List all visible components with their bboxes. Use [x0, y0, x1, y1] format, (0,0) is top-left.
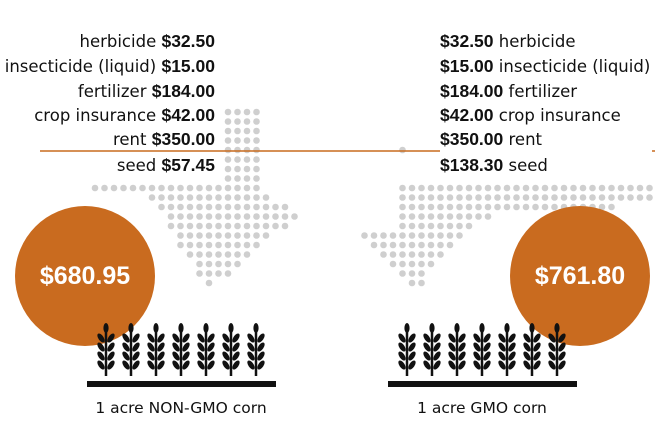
cost-row-herbicide: $32.50 herbicide [440, 29, 576, 53]
total-circle-non-gmo [15, 206, 155, 346]
wheat-stalk-icon [222, 323, 240, 376]
cost-amount: $42.00 [161, 105, 215, 125]
cost-amount: $184.00 [151, 81, 215, 101]
cost-amount: $138.30 [440, 155, 504, 175]
cost-amount: $32.50 [161, 31, 215, 51]
wheat-stalk-icon [448, 323, 466, 376]
caption-non-gmo: 1 acre NON-GMO corn [95, 399, 267, 417]
cost-label: fertilizer [77, 82, 147, 101]
wheat-stalk-icon [247, 323, 265, 376]
wheat-stalk-icon [523, 323, 541, 376]
ground-bar-non-gmo [87, 381, 276, 387]
ground-bar-gmo [388, 381, 577, 387]
total-non-gmo: $680.95 [39, 262, 131, 290]
total-circle-gmo [510, 206, 650, 346]
wheat-stalk-icon [548, 323, 566, 376]
cost-label: seed [508, 156, 548, 175]
cost-label: insecticide (liquid) [4, 57, 157, 76]
wheat-stalk-icon [423, 323, 441, 376]
total-gmo: $761.80 [534, 262, 626, 290]
cost-row-crop-insurance: crop insurance $42.00 [34, 103, 215, 127]
cost-label: rent [112, 130, 147, 149]
cost-label: insecticide (liquid) [498, 57, 651, 76]
dotted-arrow-icon [361, 146, 653, 287]
cost-amount: $57.45 [161, 155, 215, 175]
cost-row-fertilizer: $184.00 fertilizer [440, 79, 577, 103]
cost-label: fertilizer [508, 82, 578, 101]
crop-row-gmo [398, 323, 566, 376]
cost-amount: $15.00 [161, 56, 215, 76]
cost-label: seed [116, 156, 157, 175]
cost-label: rent [508, 130, 543, 149]
cost-label: herbicide [498, 32, 576, 51]
caption-gmo: 1 acre GMO corn [417, 399, 547, 417]
cost-row-herbicide: herbicide $32.50 [79, 29, 215, 53]
cost-row-rent: rent $350.00 [113, 127, 215, 151]
dotted-arrow-icon [91, 108, 298, 287]
cost-row-fertilizer: fertilizer $184.00 [78, 79, 215, 103]
cost-label: crop insurance [34, 106, 157, 125]
cost-row-insecticide: insecticide (liquid) $15.00 [5, 54, 215, 78]
cost-amount: $32.50 [440, 31, 494, 51]
cost-amount: $42.00 [440, 105, 494, 125]
cost-amount: $15.00 [440, 56, 494, 76]
cost-row-insecticide: $15.00 insecticide (liquid) [440, 54, 650, 78]
cost-row-seed: seed $57.45 [117, 153, 215, 177]
wheat-stalk-icon [197, 323, 215, 376]
wheat-stalk-icon [97, 323, 115, 376]
cost-label: herbicide [79, 32, 157, 51]
wheat-stalk-icon [498, 323, 516, 376]
wheat-stalk-icon [122, 323, 140, 376]
cost-amount: $350.00 [440, 129, 504, 149]
cost-row-crop-insurance: $42.00 crop insurance [440, 103, 621, 127]
wheat-stalk-icon [473, 323, 491, 376]
wheat-stalk-icon [398, 323, 416, 376]
cost-label: crop insurance [498, 106, 621, 125]
cost-row-seed: $138.30 seed [440, 153, 548, 177]
cost-amount: $350.00 [151, 129, 215, 149]
crop-row-non-gmo [97, 323, 265, 376]
wheat-stalk-icon [147, 323, 165, 376]
cost-row-rent: $350.00 rent [440, 127, 542, 151]
cost-amount: $184.00 [440, 81, 504, 101]
wheat-stalk-icon [172, 323, 190, 376]
